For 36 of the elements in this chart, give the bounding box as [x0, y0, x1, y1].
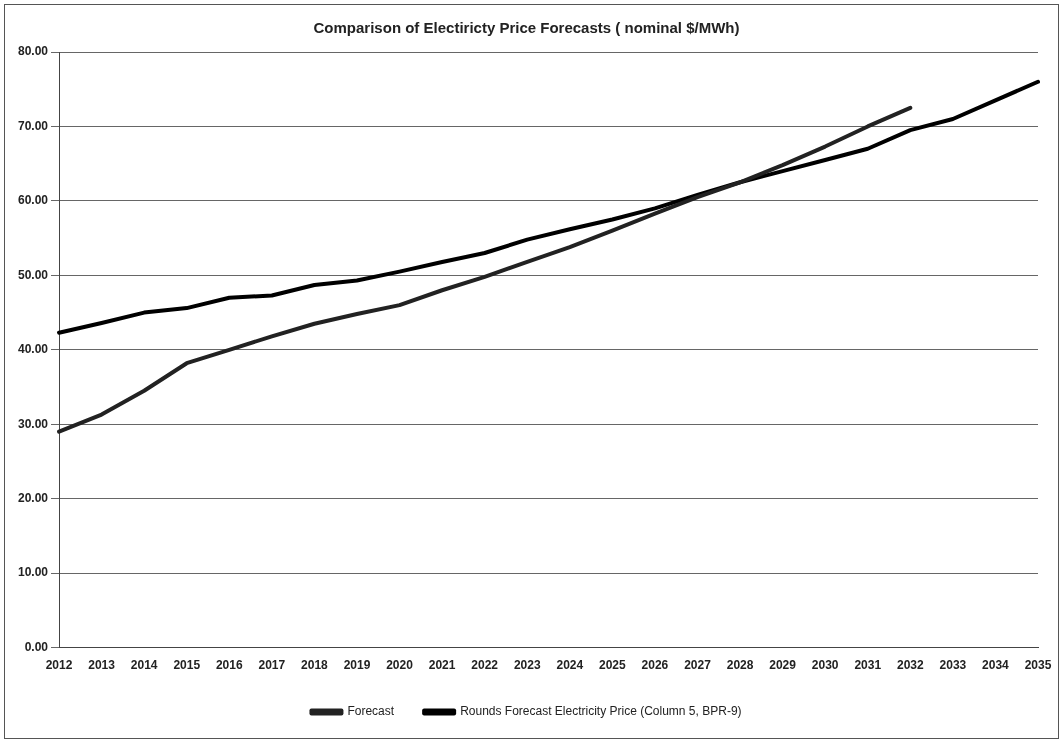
- x-tick-label: 2028: [726, 658, 754, 673]
- x-tick-label: 2033: [939, 658, 967, 673]
- x-tick-label: 2012: [45, 658, 73, 673]
- chart-title: Comparison of Electiricty Price Forecasts ( nominal $/MWh): [313, 19, 740, 37]
- y-tick-label: 30.00: [18, 416, 49, 431]
- x-tick-label: 2023: [513, 658, 541, 673]
- y-tick-label: 80.00: [18, 44, 49, 59]
- x-tick-label: 2026: [641, 658, 669, 673]
- x-tick-label: 2020: [386, 658, 414, 673]
- legend-label: Rounds Forecast Electricity Price (Column 5, BPR-9): [460, 704, 742, 719]
- x-tick-label: 2019: [343, 658, 371, 673]
- x-tick-label: 2032: [896, 658, 924, 673]
- y-tick-label: 20.00: [18, 491, 49, 506]
- y-tick-label: 10.00: [18, 565, 49, 580]
- y-tick-label: 50.00: [18, 267, 49, 282]
- x-tick-label: 2018: [301, 658, 329, 673]
- x-tick-label: 2021: [428, 658, 456, 673]
- x-tick-label: 2015: [173, 658, 201, 673]
- x-tick-label: 2016: [215, 658, 243, 673]
- y-tick-label: 40.00: [18, 342, 49, 357]
- x-tick-label: 2024: [556, 658, 584, 673]
- x-tick-label: 2027: [684, 658, 712, 673]
- x-tick-label: 2029: [769, 658, 797, 673]
- x-tick-label: 2030: [811, 658, 839, 673]
- x-tick-label: 2035: [1024, 658, 1052, 673]
- x-tick-label: 2034: [982, 658, 1010, 673]
- y-tick-label: 60.00: [18, 193, 49, 208]
- x-tick-label: 2025: [599, 658, 627, 673]
- x-tick-label: 2017: [258, 658, 286, 673]
- x-tick-label: 2031: [854, 658, 882, 673]
- x-tick-label: 2014: [130, 658, 158, 673]
- x-tick-label: 2022: [471, 658, 499, 673]
- y-tick-label: 0.00: [24, 639, 49, 654]
- x-tick-label: 2013: [88, 658, 116, 673]
- legend-label: Forecast: [347, 704, 395, 719]
- y-tick-label: 70.00: [18, 118, 49, 133]
